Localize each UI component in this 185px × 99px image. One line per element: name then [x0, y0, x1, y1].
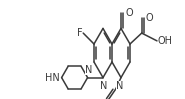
Text: O: O	[125, 8, 133, 18]
Text: O: O	[146, 13, 153, 23]
Text: HN: HN	[45, 73, 60, 83]
Text: N: N	[85, 65, 92, 75]
Text: N: N	[116, 81, 124, 91]
Text: OH: OH	[158, 36, 173, 46]
Text: N: N	[100, 81, 108, 91]
Text: F: F	[77, 28, 82, 38]
